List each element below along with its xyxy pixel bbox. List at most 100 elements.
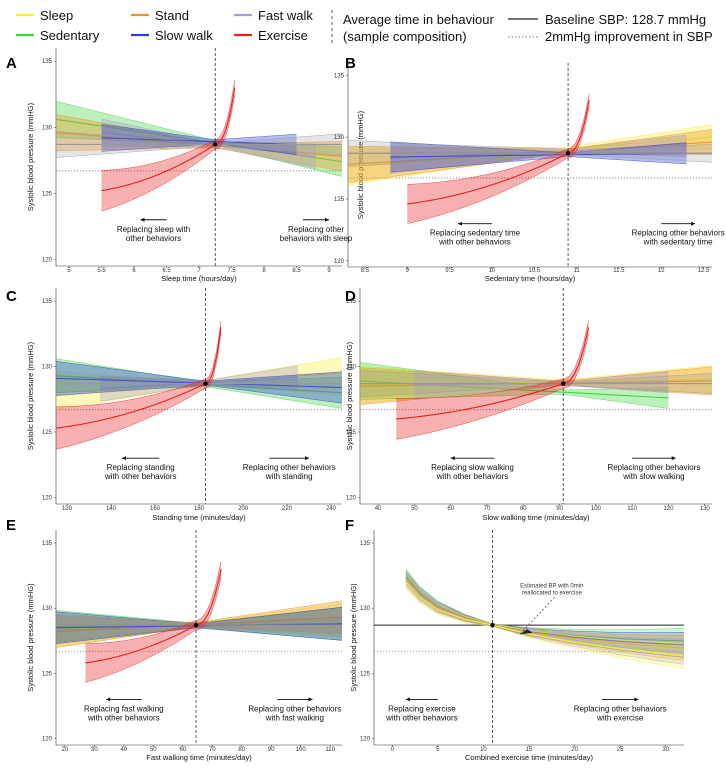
x-tick-label: 60 [179, 747, 186, 753]
series-neutral-upper [55, 371, 343, 383]
series-fast-walk-upper [405, 573, 685, 640]
legend-label-fast-walk: Fast walk [258, 8, 313, 23]
average-point [213, 142, 218, 147]
legend-label-sleep: Sleep [40, 8, 73, 23]
x-tick-label: 100 [296, 747, 307, 753]
annotation-text: Replacing sleep with [117, 225, 190, 234]
series-neutral-lower [55, 385, 343, 397]
y-tick-label: 130 [360, 606, 371, 612]
series-sleep-band [360, 365, 712, 404]
series-sleep-band [405, 575, 684, 669]
series-exercise-upper [85, 561, 222, 644]
y-axis-title: Systolic blood pressure (mmHG) [26, 583, 35, 692]
y-tick-label: 125 [42, 191, 53, 197]
x-tick-label: 50 [150, 747, 157, 753]
x-tick-label: 30 [662, 747, 669, 753]
legend-avg-label: Average time in behaviour [343, 12, 494, 27]
annotation-text: with slow walking [622, 472, 684, 481]
x-tick-label: 180 [194, 506, 205, 512]
series-stand-upper [347, 129, 713, 150]
annotation-text: Replacing other [288, 225, 344, 234]
callout-arrowhead [519, 629, 533, 635]
y-tick-label: 125 [360, 671, 371, 677]
series-slow-walk-lower [390, 156, 687, 173]
series-neutral-upper [347, 139, 713, 153]
annotation-text: other behaviors [126, 234, 181, 243]
x-tick-label: 10 [489, 268, 496, 274]
x-tick-label: 7 [197, 268, 201, 274]
y-tick-label: 120 [42, 495, 53, 501]
panel-label: B [345, 55, 356, 72]
series-exercise-line [55, 327, 222, 429]
series-stand-upper [405, 572, 685, 636]
annotation-text: with standing [265, 472, 313, 481]
annotation-text: with other behaviors [436, 472, 509, 481]
x-tick-label: 20 [62, 747, 69, 753]
annotation-arrowhead [634, 697, 639, 702]
y-tick-label: 130 [42, 125, 53, 131]
callout-line-1: Estimated BP with 0min [520, 583, 583, 589]
x-tick-label: 9.5 [445, 268, 454, 274]
y-tick-label: 120 [42, 736, 53, 742]
annotation-text: Replacing other behaviors [574, 704, 667, 713]
x-tick-label: 220 [282, 506, 293, 512]
series-neutral-lower [55, 626, 343, 638]
x-tick-label: 6.5 [162, 268, 171, 274]
series-stand-lower [55, 147, 343, 172]
annotation-text: Replacing slow walking [431, 463, 514, 472]
series-slow-walk-line [390, 152, 687, 158]
series-exercise-band [101, 80, 235, 212]
annotation-arrowhead [671, 456, 676, 461]
series-exercise-band [396, 320, 589, 440]
series-exercise-line [396, 327, 590, 420]
x-tick-label: 8.5 [292, 268, 301, 274]
series-neutral-upper [359, 369, 713, 383]
y-tick-label: 135 [42, 59, 53, 65]
series-slow-walk-band [101, 124, 297, 155]
series-fast-walk-band [405, 574, 684, 665]
series-exercise-upper [55, 320, 222, 408]
x-tick-label: 110 [325, 747, 335, 753]
x-tick-label: 8 [262, 268, 266, 274]
series-slow-walk-line [55, 623, 343, 629]
series-exercise-line [101, 87, 236, 192]
average-point [565, 151, 571, 156]
series-fast-walk-band [390, 135, 687, 174]
legend-baseline-label: Baseline SBP: 128.7 mmHg [545, 12, 706, 27]
x-tick-label: 200 [238, 506, 249, 512]
x-axis-title: Combined exercise time (minutes/day) [465, 753, 593, 762]
panel-A: A 120 125 130 135 5 5.5 6 6.5 7 7.5 8 8.5 9 Sleep time… [6, 48, 353, 283]
series-sedentary-band [56, 101, 342, 177]
annotation-text: with fast walking [265, 713, 324, 722]
x-tick-label: 12 [658, 268, 665, 274]
annotation-text: Replacing other behaviors [607, 463, 700, 472]
y-tick-label: 135 [42, 541, 53, 547]
y-tick-label: 135 [334, 73, 345, 79]
series-exercise-band [407, 93, 590, 224]
y-tick-label: 120 [346, 495, 357, 501]
annotation-arrowhead [405, 697, 410, 702]
y-tick-label: 130 [334, 135, 345, 141]
x-tick-label: 90 [268, 747, 275, 753]
x-tick-label: 50 [411, 506, 418, 512]
panel-label: C [6, 288, 17, 305]
annotation-arrowhead [305, 456, 309, 461]
y-tick-label: 135 [346, 299, 357, 305]
y-tick-label: 125 [334, 197, 345, 203]
average-point [561, 381, 566, 386]
legend-label-exercise: Exercise [258, 28, 308, 43]
series-exercise-upper [407, 93, 590, 185]
annotation-text: behaviors with sleep [280, 234, 353, 243]
x-tick-label: 12.5 [698, 268, 710, 274]
series-exercise-band [85, 561, 222, 683]
x-tick-label: 10.5 [528, 268, 540, 274]
series-stand-band [56, 114, 342, 172]
annotation-arrowhead [691, 221, 696, 226]
series-exercise-lower [85, 576, 222, 683]
series-sleep-upper [405, 575, 685, 644]
series-slow-walk-upper [405, 570, 685, 633]
annotation-text: with other behaviors [438, 238, 511, 247]
series-sedentary-upper [405, 568, 685, 631]
x-tick-label: 70 [484, 506, 491, 512]
